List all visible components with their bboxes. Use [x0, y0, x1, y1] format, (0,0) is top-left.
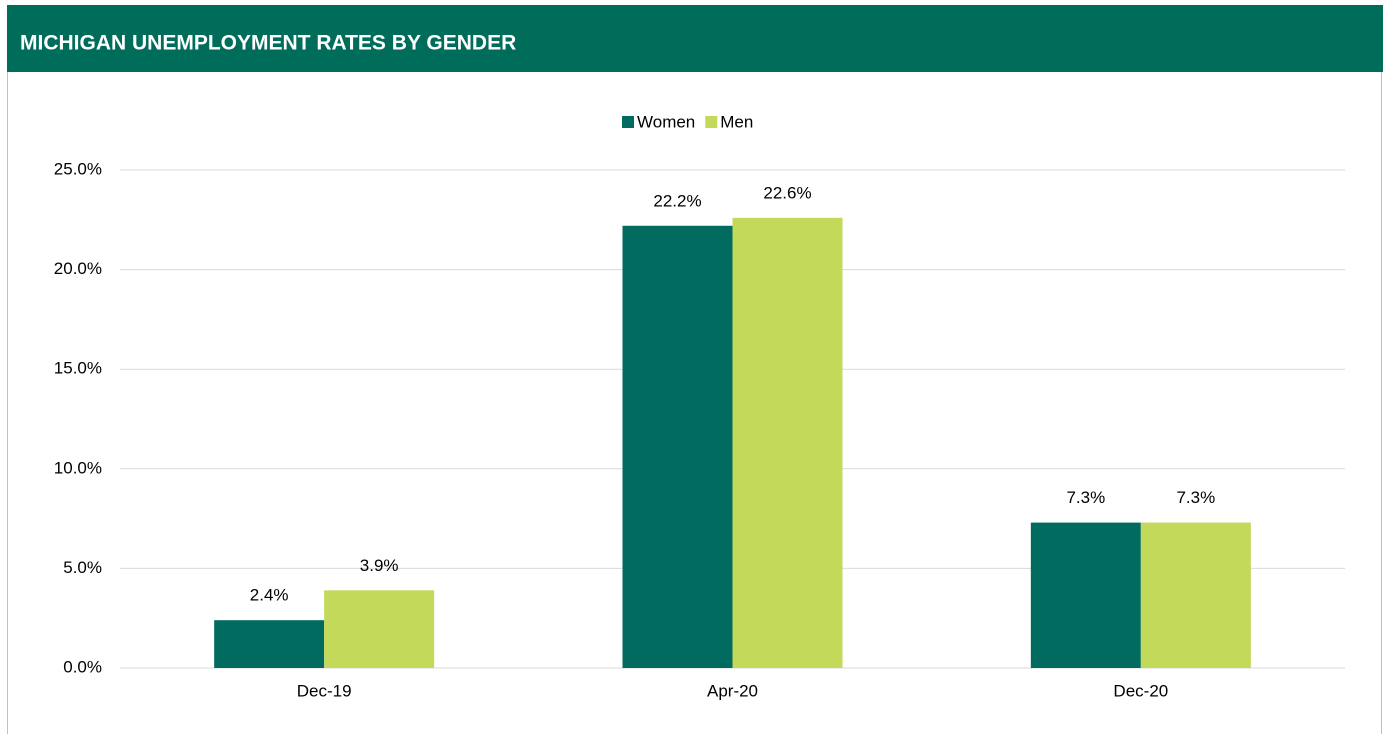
y-tick-label: 0.0% [63, 657, 102, 676]
x-tick-label: Apr-20 [707, 681, 758, 700]
value-label: 7.3% [1176, 488, 1215, 507]
y-tick-label: 15.0% [54, 359, 102, 378]
legend-label: Men [720, 112, 753, 131]
legend-label: Women [637, 112, 695, 131]
x-tick-label: Dec-19 [297, 681, 352, 700]
legend-swatch [622, 116, 634, 128]
value-label: 7.3% [1066, 488, 1105, 507]
value-label: 3.9% [360, 556, 399, 575]
x-tick-label: Dec-20 [1113, 681, 1168, 700]
value-label: 2.4% [250, 586, 289, 605]
y-tick-label: 10.0% [54, 458, 102, 477]
bar [622, 225, 733, 668]
legend-swatch [705, 116, 718, 128]
header-band [7, 5, 1383, 72]
bar [214, 620, 325, 668]
bar [324, 590, 435, 668]
y-tick-label: 5.0% [63, 558, 102, 577]
bar [1140, 522, 1251, 668]
chart-title: MICHIGAN UNEMPLOYMENT RATES BY GENDER [20, 32, 516, 55]
bar [732, 217, 843, 669]
y-tick-label: 25.0% [54, 159, 102, 178]
value-label: 22.6% [763, 183, 811, 202]
bar [1030, 522, 1141, 668]
y-tick-label: 20.0% [54, 259, 102, 278]
value-label: 22.2% [653, 191, 701, 210]
